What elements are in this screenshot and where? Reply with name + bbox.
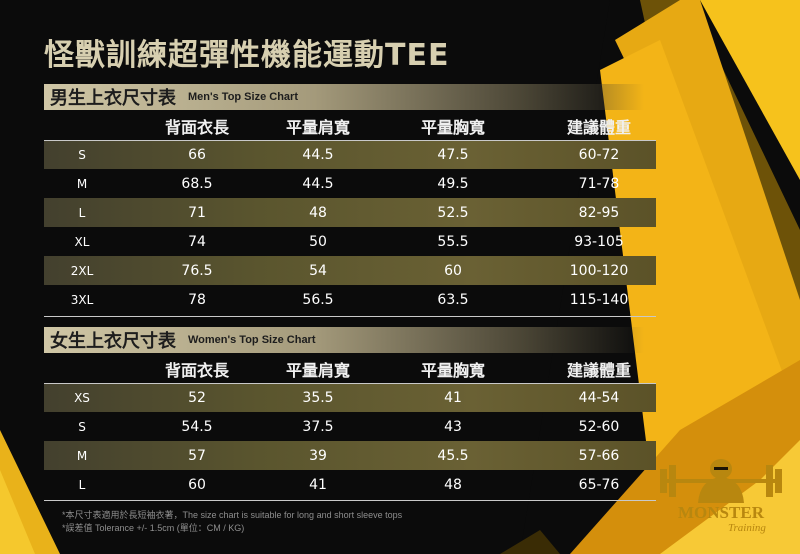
women-title-zh: 女生上衣尺寸表 bbox=[50, 331, 176, 352]
length-value: 78 bbox=[188, 291, 206, 308]
header-shoulder-width: 平量肩寬 bbox=[285, 118, 350, 137]
men-title-zh: 男生上衣尺寸表 bbox=[50, 88, 176, 109]
size-label: M bbox=[76, 176, 88, 191]
weight-value: 71-78 bbox=[578, 175, 620, 192]
header-shoulder-width: 平量肩寬 bbox=[285, 361, 350, 380]
women-table-header: 背面衣長 平量肩寬 平量胸寬 建議體重 bbox=[44, 355, 656, 383]
header-back-length: 背面衣長 bbox=[164, 118, 229, 137]
shoulder-value: 48 bbox=[309, 204, 327, 221]
shoulder-value: 54 bbox=[309, 262, 327, 279]
men-title-en: Men's Top Size Chart bbox=[188, 91, 298, 103]
weight-value: 44-54 bbox=[578, 389, 620, 406]
footnote-applicability: *本尺寸表適用於長短袖衣著，The size chart is suitable… bbox=[62, 510, 403, 520]
men-section-header: 男生上衣尺寸表 Men's Top Size Chart bbox=[44, 84, 644, 110]
table-row: S 54.5 37.5 43 52-60 bbox=[44, 412, 656, 441]
divider bbox=[44, 316, 656, 317]
shoulder-value: 37.5 bbox=[302, 418, 334, 435]
table-row: XL 74 50 55.5 93-105 bbox=[44, 227, 656, 256]
size-label: L bbox=[78, 477, 86, 492]
gorilla-barbell-icon bbox=[660, 459, 782, 503]
length-value: 76.5 bbox=[181, 262, 213, 279]
table-row: 3XL 78 56.5 63.5 115-140 bbox=[44, 285, 656, 314]
divider bbox=[44, 140, 656, 141]
size-label: M bbox=[76, 448, 88, 463]
chest-value: 41 bbox=[444, 389, 462, 406]
men-size-table: 背面衣長 平量肩寬 平量胸寬 建議體重 S 66 44.5 47.5 60-72… bbox=[44, 112, 656, 314]
length-value: 52 bbox=[188, 389, 206, 406]
men-table-header: 背面衣長 平量肩寬 平量胸寬 建議體重 bbox=[44, 112, 656, 140]
weight-value: 100-120 bbox=[569, 262, 629, 279]
header-suggested-weight: 建議體重 bbox=[566, 118, 631, 137]
table-row: M 68.5 44.5 49.5 71-78 bbox=[44, 169, 656, 198]
size-label: 2XL bbox=[70, 263, 94, 278]
table-row: 2XL 76.5 54 60 100-120 bbox=[44, 256, 656, 285]
size-label: L bbox=[78, 205, 86, 220]
length-value: 66 bbox=[188, 146, 206, 163]
size-label: S bbox=[78, 419, 86, 434]
header-suggested-weight: 建議體重 bbox=[566, 361, 631, 380]
table-row: L 60 41 48 65-76 bbox=[44, 470, 656, 499]
shoulder-value: 35.5 bbox=[302, 389, 334, 406]
chest-value: 43 bbox=[444, 418, 462, 435]
shoulder-value: 50 bbox=[309, 233, 327, 250]
chest-value: 48 bbox=[444, 476, 462, 493]
weight-value: 82-95 bbox=[578, 204, 620, 221]
length-value: 71 bbox=[188, 204, 206, 221]
header-chest-width: 平量胸寬 bbox=[420, 361, 485, 380]
page-title: 怪獸訓練超彈性機能運動TEE bbox=[44, 38, 450, 73]
length-value: 54.5 bbox=[181, 418, 213, 435]
logo-subtitle: Training bbox=[728, 522, 766, 534]
shoulder-value: 44.5 bbox=[302, 175, 334, 192]
logo-name: MONSTER bbox=[678, 503, 764, 522]
shoulder-value: 56.5 bbox=[302, 291, 334, 308]
weight-value: 60-72 bbox=[578, 146, 620, 163]
weight-value: 52-60 bbox=[578, 418, 620, 435]
divider bbox=[44, 383, 656, 384]
chest-value: 49.5 bbox=[437, 175, 469, 192]
length-value: 57 bbox=[188, 447, 206, 464]
chest-value: 47.5 bbox=[437, 146, 469, 163]
size-label: 3XL bbox=[70, 292, 94, 307]
weight-value: 93-105 bbox=[574, 233, 624, 250]
women-size-table: 背面衣長 平量肩寬 平量胸寬 建議體重 XS 52 35.5 41 44-54 … bbox=[44, 355, 656, 499]
size-label: XS bbox=[74, 390, 90, 405]
shoulder-value: 41 bbox=[309, 476, 327, 493]
size-label: XL bbox=[74, 234, 90, 249]
length-value: 68.5 bbox=[181, 175, 213, 192]
weight-value: 115-140 bbox=[569, 291, 629, 308]
chest-value: 45.5 bbox=[437, 447, 469, 464]
chest-value: 60 bbox=[444, 262, 462, 279]
table-row: S 66 44.5 47.5 60-72 bbox=[44, 140, 656, 169]
footnote-tolerance: *誤差值 Tolerance +/- 1.5cm (單位：CM / KG) bbox=[62, 523, 245, 533]
weight-value: 57-66 bbox=[578, 447, 620, 464]
header-back-length: 背面衣長 bbox=[164, 361, 229, 380]
shoulder-value: 39 bbox=[309, 447, 327, 464]
header-chest-width: 平量胸寬 bbox=[420, 118, 485, 137]
table-row: M 57 39 45.5 57-66 bbox=[44, 441, 656, 470]
length-value: 60 bbox=[188, 476, 206, 493]
monster-training-logo: MONSTER Training bbox=[656, 455, 786, 535]
size-label: S bbox=[78, 147, 86, 162]
women-title-en: Women's Top Size Chart bbox=[188, 334, 316, 346]
weight-value: 65-76 bbox=[578, 476, 620, 493]
chest-value: 63.5 bbox=[437, 291, 469, 308]
chest-value: 55.5 bbox=[437, 233, 469, 250]
table-row: XS 52 35.5 41 44-54 bbox=[44, 383, 656, 412]
divider bbox=[44, 500, 656, 501]
shoulder-value: 44.5 bbox=[302, 146, 334, 163]
table-row: L 71 48 52.5 82-95 bbox=[44, 198, 656, 227]
women-section-header: 女生上衣尺寸表 Women's Top Size Chart bbox=[44, 327, 644, 353]
chest-value: 52.5 bbox=[437, 204, 469, 221]
length-value: 74 bbox=[188, 233, 206, 250]
